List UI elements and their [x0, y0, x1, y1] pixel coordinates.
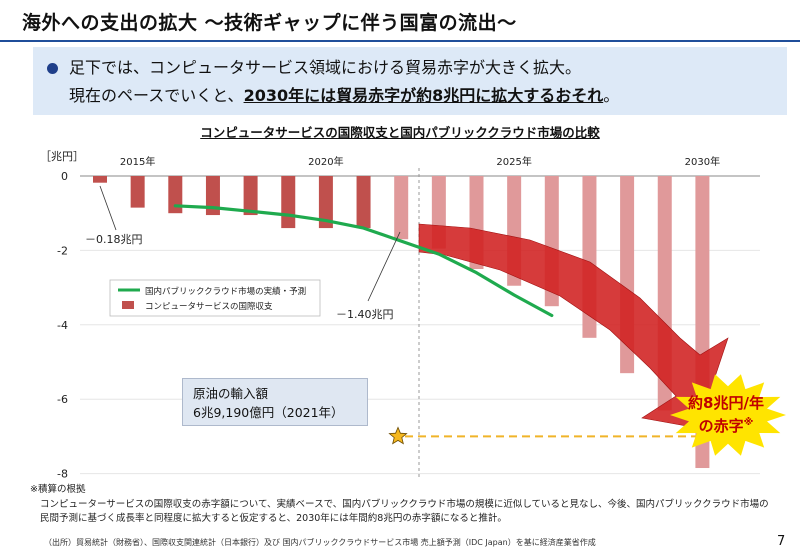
deficit-callout: 約8兆円/年 の赤字※ [676, 393, 776, 436]
y-tick-label: -8 [57, 468, 68, 481]
legend-bop-label: コンピュータサービスの国際収支 [145, 301, 273, 312]
bar-2019 [281, 176, 296, 229]
bar-2022 [394, 176, 409, 240]
notes-heading: ※積算の根拠 [30, 484, 86, 495]
chart-title: コンピュータサービスの国際収支と国内パブリッククラウド市場の比較 [200, 125, 600, 140]
summary-banner: 足下では、コンピュータサービス領域における貿易赤字が大きく拡大。 現在のペースで… [33, 47, 787, 115]
page-number: 7 [777, 534, 786, 549]
deficit-callout-line1: 約8兆円/年 [688, 394, 764, 412]
bar-2016 [168, 176, 183, 214]
banner-line-2: 現在のペースでいくと、2030年には貿易赤字が約8兆円に拡大するおそれ。 [69, 82, 619, 106]
notes-line-2: 民間予測に基づく成長率と同程度に拡大すると仮定すると、2030年には年間約8兆円… [40, 513, 507, 524]
bar-2018 [243, 176, 258, 216]
title-rule [0, 40, 800, 42]
chart-legend: 国内パブリッククラウド市場の実績・予測 コンピュータサービスの国際収支 [109, 279, 321, 317]
annotation-leader-2021 [367, 231, 401, 302]
x-year-label: 2030年 [685, 155, 720, 168]
x-axis-year-labels: 2015年 2020年 2025年 2030年 [120, 155, 720, 168]
calculation-notes: ※積算の根拠 コンピューターサービスの国際収支の赤字額について、実績ベースで、国… [30, 483, 769, 527]
annotation-leader-2014 [99, 185, 117, 231]
notes-line-1: コンピューターサービスの国際収支の赤字額について、実績ベースで、国内パブリックク… [40, 498, 769, 510]
banner-line-2-suffix: 。 [603, 86, 620, 105]
deficit-callout-mark: ※ [743, 417, 754, 428]
bar-2014 [93, 176, 107, 183]
annotation-2021-value: －1.40兆円 [336, 308, 394, 321]
banner-line-2-prefix: 現在のペースでいくと、 [69, 86, 244, 105]
annotation-2014-value: －0.18兆円 [85, 233, 143, 246]
bar-2017 [205, 176, 220, 216]
bullet-icon [47, 63, 58, 74]
bar-2021 [356, 176, 371, 229]
burst-shape-icon [670, 374, 786, 456]
y-tick-label: -4 [57, 319, 68, 332]
banner-line-2-emphasis: 2030年には貿易赤字が約8兆円に拡大するおそれ [243, 86, 604, 105]
page-title: 海外への支出の拡大 ～技術ギャップに伴う国富の流出～ [22, 12, 517, 34]
oil-import-title: 原油の輸入額 [193, 386, 269, 401]
deficit-callout-line2: の赤字※ [676, 413, 776, 436]
y-tick-label: 0 [61, 170, 68, 183]
legend-cloud-label: 国内パブリッククラウド市場の実績・予測 [145, 286, 306, 297]
y-axis-label: ［兆円］ [40, 150, 84, 163]
x-year-label: 2020年 [308, 155, 343, 168]
bar-2015 [130, 176, 145, 208]
oil-import-callout: 原油の輸入額 6兆9,190億円（2021年） [182, 378, 368, 426]
x-year-label: 2025年 [496, 155, 531, 168]
oil-import-value: 6兆9,190億円（2021年） [193, 405, 344, 420]
bar-2020 [318, 176, 333, 229]
cloud-market-line [173, 204, 554, 318]
star-icon [388, 426, 408, 445]
x-year-label: 2015年 [120, 155, 155, 168]
y-tick-label: -2 [57, 244, 68, 257]
legend-frame [109, 279, 321, 317]
y-tick-label: -6 [57, 393, 68, 406]
legend-bop-swatch [122, 301, 134, 309]
deficit-callout-line2-text: の赤字 [698, 417, 744, 435]
banner-line-1: 足下では、コンピュータサービス領域における貿易赤字が大きく拡大。 [69, 58, 582, 77]
source-note: （出所）貿易統計（財務省）、国際収支関連統計（日本銀行）及び 国内パブリッククラ… [44, 538, 596, 547]
